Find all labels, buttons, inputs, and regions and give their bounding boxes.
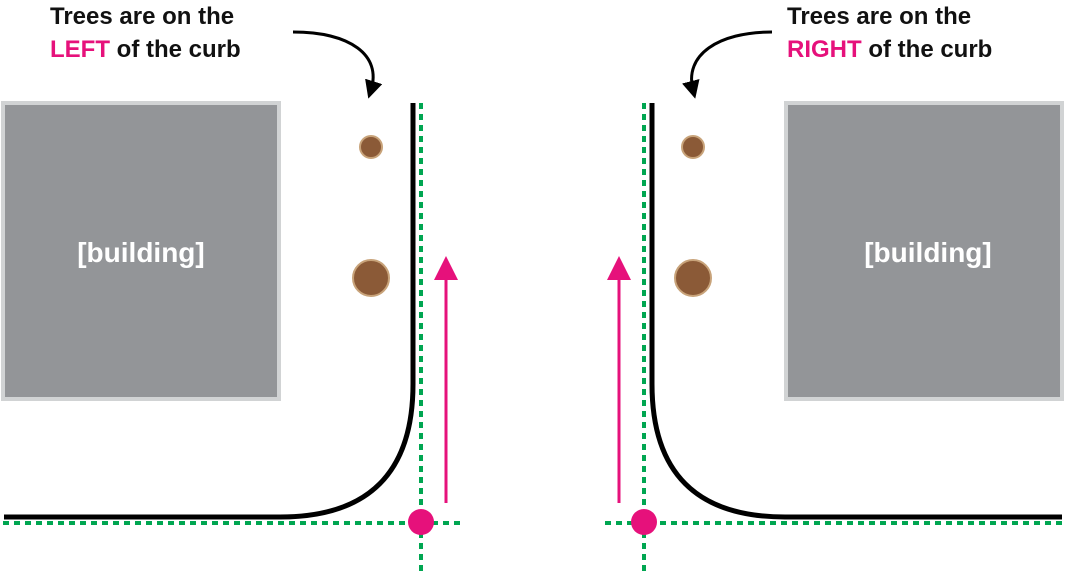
right-caption-line2: RIGHT of the curb xyxy=(787,36,992,63)
left-building xyxy=(1,101,281,401)
left-callout-arrow xyxy=(292,30,383,99)
right-building xyxy=(784,101,1064,401)
right-building-label: [building] xyxy=(864,237,992,268)
right-tree-large xyxy=(674,259,712,297)
left-caption-line1: Trees are on the xyxy=(50,3,234,30)
left-origin-point xyxy=(408,509,434,535)
right-caption-rest: of the curb xyxy=(862,36,993,63)
right-caption-keyword: RIGHT xyxy=(787,36,862,63)
left-tree-large xyxy=(352,259,390,297)
right-origin-point xyxy=(631,509,657,535)
right-tree-small xyxy=(681,135,705,159)
left-caption-line2: LEFT of the curb xyxy=(50,36,241,63)
left-caption-rest: of the curb xyxy=(110,36,241,63)
right-callout-arrow xyxy=(682,30,773,99)
left-panel: Trees are on the LEFT of the curb [build… xyxy=(1,3,460,575)
left-caption-keyword: LEFT xyxy=(50,36,110,63)
left-tree-small xyxy=(359,135,383,159)
right-panel: Trees are on the RIGHT of the curb [buil… xyxy=(605,3,1064,575)
left-curb xyxy=(4,103,416,520)
right-curb xyxy=(649,103,1062,520)
left-building-label: [building] xyxy=(77,237,205,268)
right-caption-line1: Trees are on the xyxy=(787,3,971,30)
